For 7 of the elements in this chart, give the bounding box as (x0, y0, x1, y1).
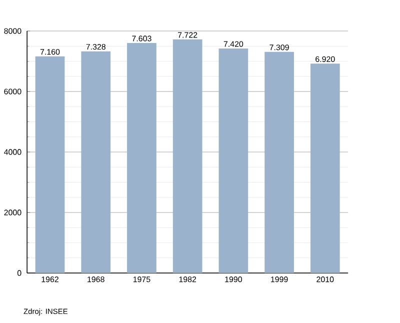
bar (35, 56, 65, 273)
bar (264, 52, 294, 273)
bar (81, 51, 111, 273)
bar (172, 39, 202, 273)
bar (127, 43, 156, 273)
bar (310, 64, 340, 273)
bar (218, 48, 248, 273)
